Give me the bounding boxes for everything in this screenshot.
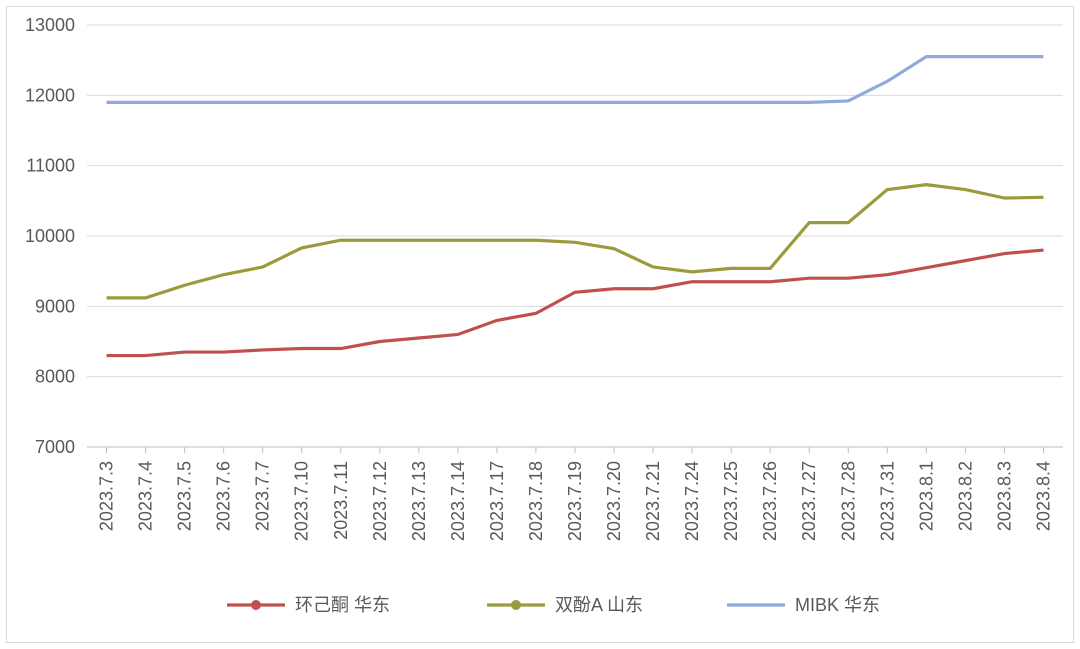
y-tick-label: 9000: [35, 296, 75, 316]
legend-label: 环己酮 华东: [295, 595, 390, 615]
legend-swatch-marker: [512, 601, 521, 610]
y-tick-label: 12000: [25, 85, 75, 105]
x-tick-label: 2023.7.19: [565, 461, 585, 541]
x-tick-label: 2023.7.28: [838, 461, 858, 541]
x-tick-label: 2023.7.25: [721, 461, 741, 541]
x-tick-label: 2023.8.3: [994, 461, 1014, 531]
x-tick-label: 2023.7.5: [175, 461, 195, 531]
x-tick-label: 2023.8.1: [916, 461, 936, 531]
y-tick-label: 10000: [25, 226, 75, 246]
chart-container: 7000 8000 9000 10000 11000 12000 13000 2023.7.3…: [6, 6, 1074, 643]
series-line: [107, 250, 1044, 356]
x-tick-label: 2023.7.21: [643, 461, 663, 541]
x-tick-label: 2023.7.24: [682, 461, 702, 541]
x-tick-label: 2023.8.2: [955, 461, 975, 531]
x-tick-label: 2023.7.3: [97, 461, 117, 531]
x-tick-label: 2023.7.7: [253, 461, 273, 531]
series-line: [107, 185, 1044, 298]
x-tick-label: 2023.7.27: [799, 461, 819, 541]
y-tick-label: 7000: [35, 437, 75, 457]
y-tick-label: 8000: [35, 367, 75, 387]
x-tick-label: 2023.7.26: [760, 461, 780, 541]
x-tick-label: 2023.7.4: [136, 461, 156, 531]
x-tick-label: 2023.7.12: [370, 461, 390, 541]
line-chart: 7000 8000 9000 10000 11000 12000 13000 2023.7.3…: [7, 7, 1073, 642]
x-tick-label: 2023.7.13: [409, 461, 429, 541]
x-tick-label: 2023.7.31: [877, 461, 897, 541]
x-tick-label: 2023.7.20: [604, 461, 624, 541]
legend-label: 双酚A 山东: [555, 595, 643, 615]
x-tick-label: 2023.7.11: [331, 461, 351, 540]
x-tick-label: 2023.7.18: [526, 461, 546, 541]
x-tick-label: 2023.7.17: [487, 461, 507, 541]
x-tick-label: 2023.8.4: [1033, 461, 1053, 531]
legend-swatch-marker: [252, 601, 261, 610]
legend-label: MIBK 华东: [795, 595, 880, 615]
x-tick-label: 2023.7.6: [214, 461, 234, 531]
x-tick-label: 2023.7.14: [448, 461, 468, 541]
x-tick-label: 2023.7.10: [292, 461, 312, 541]
y-tick-label: 11000: [26, 156, 75, 176]
y-tick-label: 13000: [25, 15, 75, 35]
